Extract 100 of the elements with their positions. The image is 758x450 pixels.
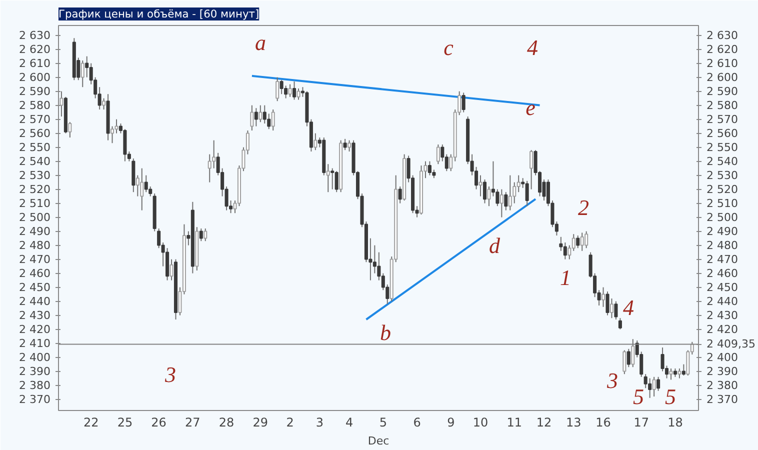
y2-tick-label: 2 540 <box>706 154 738 168</box>
annotation: 3 <box>606 368 618 393</box>
candlestick <box>136 174 140 197</box>
x-tick-label: 22 <box>83 416 99 430</box>
candlestick <box>631 338 635 368</box>
y2-tick-label: 2 380 <box>706 378 738 392</box>
y2-tick-label: 2 530 <box>706 168 738 182</box>
x-tick-label: 2 <box>286 416 294 430</box>
candlestick <box>208 154 212 183</box>
annotation: 3 <box>164 362 176 387</box>
chart-title: График цены и объёма - [60 минут] <box>58 8 260 20</box>
candlestick <box>516 174 520 193</box>
y2-tick-label: 2 600 <box>706 70 738 84</box>
candlestick <box>508 174 512 211</box>
candlestick <box>326 164 330 193</box>
candlestick <box>123 128 127 162</box>
candlestick <box>482 179 487 204</box>
y-tick-label: 2 440 <box>19 294 51 308</box>
y-tick-label: 2 520 <box>19 182 51 196</box>
candlestick <box>334 170 338 193</box>
annotation: 2 <box>578 195 589 220</box>
candlestick <box>478 174 482 197</box>
y2-tick-label: 2 460 <box>706 266 738 280</box>
candlestick <box>584 230 588 249</box>
y-tick-label: 2 510 <box>19 196 51 210</box>
candlestick <box>487 186 491 207</box>
candlestick <box>204 228 208 242</box>
candlestick <box>85 56 89 78</box>
y2-tick-label: 2 550 <box>706 140 738 154</box>
x-tick-label: 28 <box>218 416 234 430</box>
candlestick <box>618 318 622 330</box>
candlestick <box>140 168 144 211</box>
candlestick <box>669 368 673 380</box>
x-tick-label: 17 <box>634 416 650 430</box>
y2-tick-label: 2 390 <box>706 364 738 378</box>
candlestick <box>148 186 152 197</box>
y-tick-label: 2 600 <box>19 70 51 84</box>
candlestick <box>254 108 258 127</box>
x-axis-title: Dec <box>368 434 390 448</box>
candlestick <box>292 81 296 100</box>
candlestick <box>102 98 106 110</box>
ref-line-label: 2 409,35 <box>706 338 756 351</box>
candlestick <box>500 188 504 218</box>
y2-tick-label: 2 620 <box>706 42 738 56</box>
y2-tick-label: 2 630 <box>706 28 738 42</box>
y-tick-label: 2 450 <box>19 280 51 294</box>
candlestick <box>660 347 664 372</box>
y2-tick-label: 2 590 <box>706 84 738 98</box>
y-tick-label: 2 580 <box>19 98 51 112</box>
x-tick-label: 16 <box>596 416 611 430</box>
candlestick <box>199 228 203 242</box>
candlestick <box>68 122 72 138</box>
y2-tick-label: 2 520 <box>706 182 738 196</box>
y-tick-label: 2 380 <box>19 378 51 392</box>
y-tick-label: 2 420 <box>19 322 51 336</box>
candlestick <box>280 80 284 95</box>
candlestick <box>525 180 529 207</box>
candlestick <box>170 258 174 281</box>
candlestick <box>110 126 114 144</box>
candlestick <box>314 132 318 151</box>
candlestick <box>144 174 148 193</box>
y2-tick-label: 2 580 <box>706 98 738 112</box>
y-tick-label: 2 540 <box>19 154 51 168</box>
annotation: c <box>444 35 454 60</box>
y-tick-label: 2 570 <box>19 112 51 126</box>
x-tick-label: 29 <box>252 416 268 430</box>
candlestick <box>559 236 563 252</box>
x-tick-label: 25 <box>117 416 133 430</box>
y-tick-label: 2 490 <box>19 224 51 238</box>
y-tick-label: 2 630 <box>19 28 51 42</box>
x-tick-label: 27 <box>185 416 200 430</box>
annotation: 4 <box>527 35 538 60</box>
y-tick-label: 2 550 <box>19 140 51 154</box>
candlestick <box>610 298 614 319</box>
candlestick <box>614 300 618 320</box>
annotation: a <box>255 30 266 55</box>
candlestick <box>348 140 352 152</box>
x-tick-label: 13 <box>566 416 582 430</box>
candlestick <box>436 144 440 165</box>
annotation: 4 <box>623 295 634 320</box>
candlestick <box>212 140 216 169</box>
candlestick <box>572 234 576 252</box>
y-tick-label: 2 470 <box>19 252 51 266</box>
x-tick-label: 9 <box>447 416 455 430</box>
y2-tick-label: 2 610 <box>706 56 738 70</box>
y-tick-label: 2 370 <box>19 392 51 406</box>
y2-tick-label: 2 420 <box>706 322 738 336</box>
candlestick <box>132 158 136 193</box>
y2-tick-label: 2 510 <box>706 196 738 210</box>
candlestick <box>496 188 500 207</box>
candlestick <box>398 186 402 204</box>
candlestick <box>512 182 516 204</box>
y2-tick-label: 2 560 <box>706 126 738 140</box>
candlestick <box>372 244 376 274</box>
annotation: b <box>380 320 391 345</box>
candlestick <box>652 376 656 397</box>
y2-tick-label: 2 450 <box>706 280 738 294</box>
candlestick <box>462 92 466 113</box>
y2-tick-label: 2 480 <box>706 238 738 252</box>
y2-tick-label: 2 500 <box>706 210 738 224</box>
